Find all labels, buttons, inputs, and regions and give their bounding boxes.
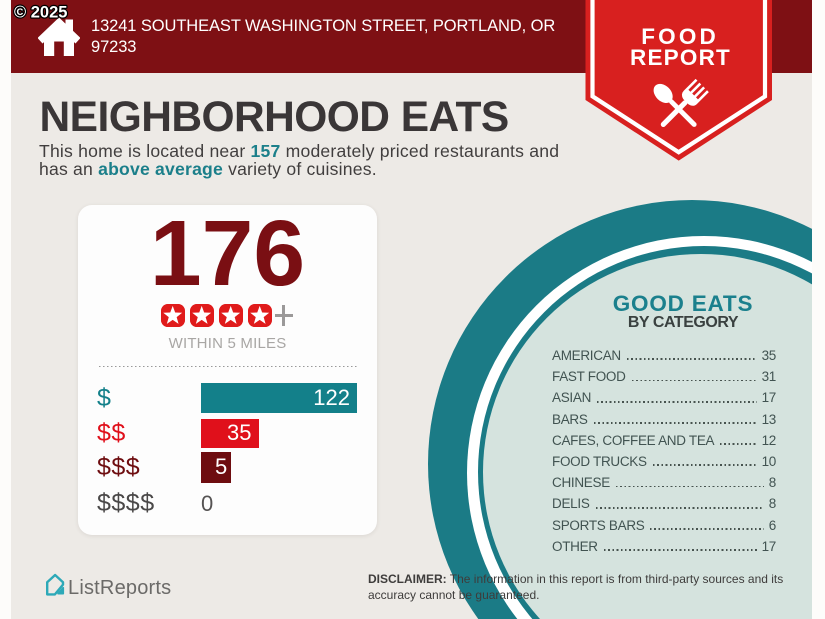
svg-text:© 2025: © 2025 [14,4,67,22]
svg-text:FOOD: FOOD [641,24,719,49]
svg-text:REPORT: REPORT [630,45,731,70]
